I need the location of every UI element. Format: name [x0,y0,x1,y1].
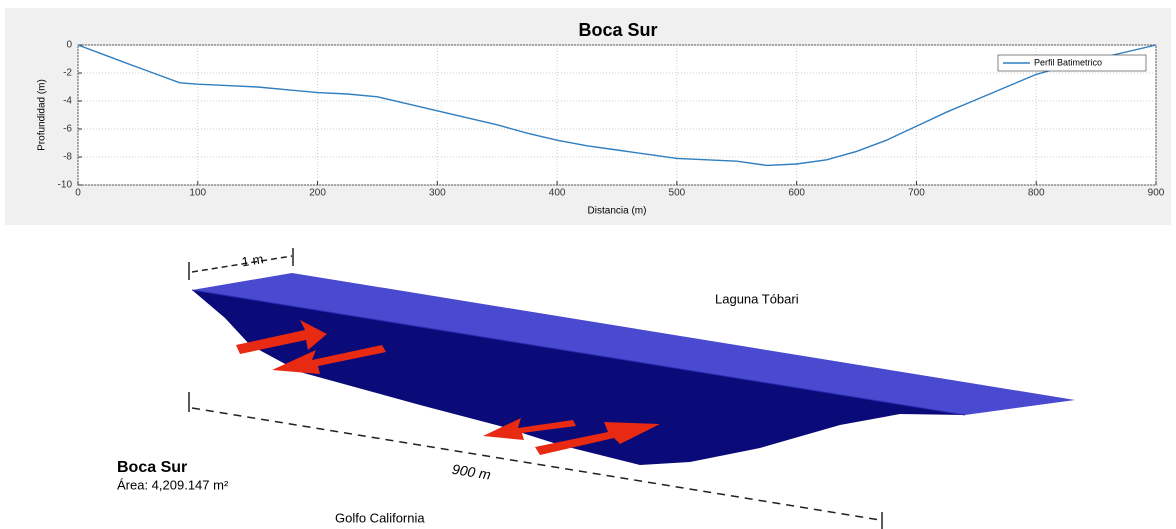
plot-area [77,44,1157,186]
x-tick-label: 100 [189,188,206,199]
x-tick-label: 0 [75,188,81,199]
x-tick-label: 900 [1148,188,1165,199]
y-tick-label: 0 [66,40,72,51]
y-axis-label: Profundidad (m) [37,79,48,151]
x-tick-label: 800 [1028,188,1045,199]
x-axis-label: Distancia (m) [588,206,647,217]
x-tick-label: 700 [908,188,925,199]
x-tick-label: 200 [309,188,326,199]
y-tick-label: -2 [63,68,72,79]
gulf-label: Golfo California [335,510,425,525]
area-label: Área: 4,209.147 m² [117,477,229,492]
x-tick-label: 500 [669,188,686,199]
length-label: 900 m [451,461,492,483]
chart-title: Boca Sur [578,20,657,40]
lagoon-label: Laguna Tóbari [715,291,799,306]
width-label: 1 m [241,251,265,269]
y-tick-label: -6 [63,124,72,135]
y-tick-label: -10 [58,180,73,191]
edge [191,289,966,416]
cross-section [192,290,965,465]
y-tick-label: -4 [63,96,72,107]
arrows [236,320,660,455]
x-tick-label: 600 [788,188,805,199]
profile-line [77,44,1157,167]
dimension-lines [188,248,883,529]
top-surface [192,273,1075,415]
x-tick-label: 400 [549,188,566,199]
boca-sur-label: Boca Sur [117,459,187,476]
x-tick-label: 300 [429,188,446,199]
y-tick-label: -8 [63,152,72,163]
legend-box [997,54,1147,72]
legend-label: Perfil Batimetrico [1034,57,1102,67]
